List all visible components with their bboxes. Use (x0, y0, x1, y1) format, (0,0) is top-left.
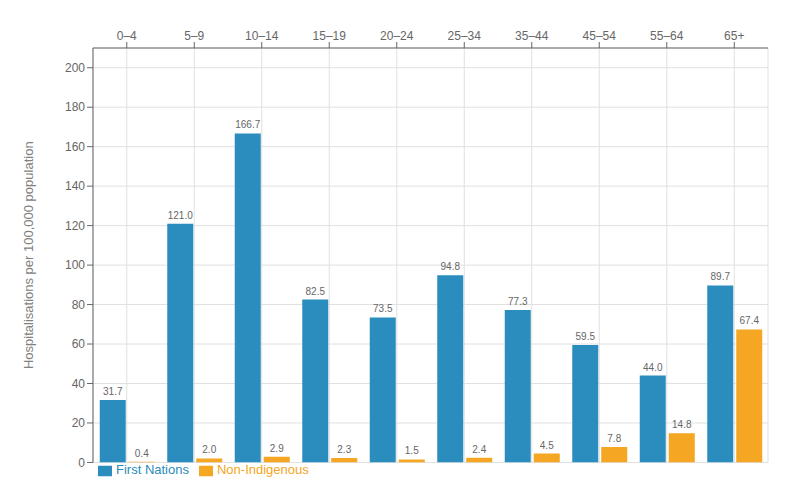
svg-text:7.8: 7.8 (607, 433, 621, 444)
html-text:First Nations: First Nations (116, 462, 189, 478)
svg-text:160: 160 (65, 140, 85, 154)
svg-text:20: 20 (72, 416, 86, 430)
svg-text:Hospitalisations per 100,000 p: Hospitalisations per 100,000 population (21, 141, 36, 369)
svg-text:94.8: 94.8 (441, 261, 461, 272)
svg-text:60: 60 (72, 337, 86, 351)
svg-text:166.7: 166.7 (235, 119, 260, 130)
svg-text:0: 0 (78, 456, 85, 470)
svg-text:1.5: 1.5 (405, 445, 419, 456)
svg-text:15–19: 15–19 (313, 29, 347, 43)
svg-text:121.0: 121.0 (168, 210, 193, 221)
html-text:Non-Indigenous: Non-Indigenous (217, 462, 309, 478)
svg-text:4.5: 4.5 (540, 440, 554, 451)
svg-text:10–14: 10–14 (245, 29, 279, 43)
svg-text:2.3: 2.3 (337, 444, 351, 455)
svg-text:73.5: 73.5 (373, 303, 393, 314)
svg-text:82.5: 82.5 (306, 286, 326, 297)
svg-text:65+: 65+ (724, 29, 744, 43)
svg-text:20–24: 20–24 (380, 29, 414, 43)
svg-text:67.4: 67.4 (740, 315, 760, 326)
svg-text:40: 40 (72, 377, 86, 391)
svg-text:2.0: 2.0 (202, 444, 216, 455)
svg-text:45–54: 45–54 (583, 29, 617, 43)
svg-text:5–9: 5–9 (184, 29, 204, 43)
svg-text:0–4: 0–4 (117, 29, 137, 43)
svg-text:25–34: 25–34 (448, 29, 482, 43)
svg-text:77.3: 77.3 (508, 296, 528, 307)
svg-text:89.7: 89.7 (711, 271, 731, 282)
svg-text:2.4: 2.4 (472, 444, 486, 455)
svg-text:180: 180 (65, 100, 85, 114)
svg-text:100: 100 (65, 258, 85, 272)
svg-text:35–44: 35–44 (515, 29, 549, 43)
svg-text:14.8: 14.8 (672, 419, 692, 430)
svg-text:2.9: 2.9 (270, 443, 284, 454)
svg-text:140: 140 (65, 179, 85, 193)
svg-text:200: 200 (65, 61, 85, 75)
svg-text:80: 80 (72, 298, 86, 312)
svg-text:44.0: 44.0 (643, 362, 663, 373)
svg-text:31.7: 31.7 (103, 386, 123, 397)
svg-text:120: 120 (65, 219, 85, 233)
svg-text:55–64: 55–64 (650, 29, 684, 43)
svg-text:59.5: 59.5 (576, 331, 596, 342)
svg-text:0.4: 0.4 (135, 448, 149, 459)
